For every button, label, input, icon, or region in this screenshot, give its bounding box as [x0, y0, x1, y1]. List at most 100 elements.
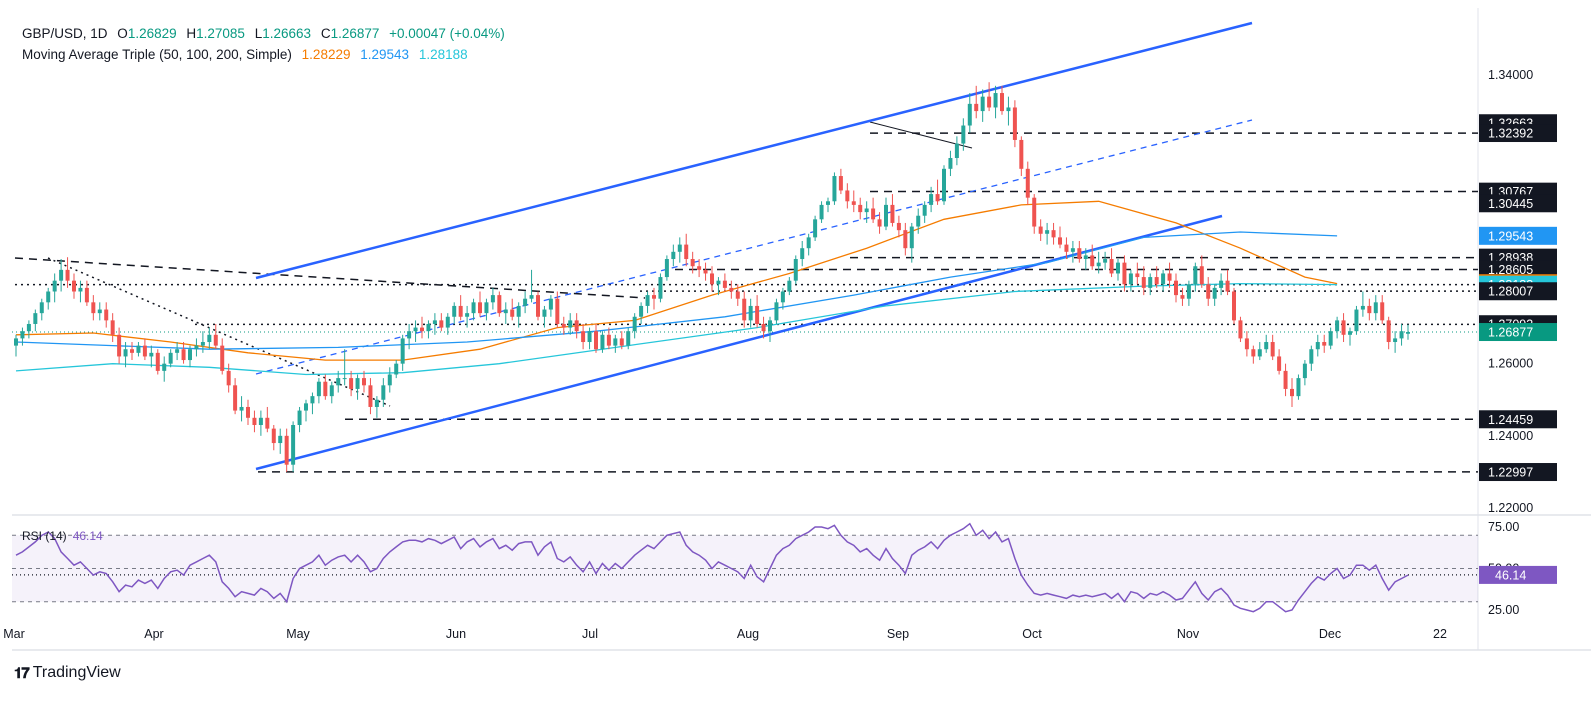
candle-body	[1193, 266, 1198, 285]
candle-body	[1045, 230, 1050, 234]
candle-body	[1244, 338, 1249, 350]
candle-body	[26, 323, 31, 332]
price-tick-label: 1.24000	[1488, 429, 1533, 443]
ohlc-high: H1.27085	[186, 26, 245, 41]
ohlc-low-value: 1.26663	[262, 26, 312, 41]
candle-body	[993, 93, 998, 108]
candle-body	[677, 244, 682, 252]
candle-body	[84, 287, 89, 303]
candle-body	[1025, 168, 1030, 198]
candle-body	[413, 327, 418, 332]
candle-body	[181, 349, 186, 361]
time-tick-label: Mar	[3, 627, 25, 641]
candle-body	[1141, 277, 1146, 288]
candle-body	[155, 352, 160, 371]
candle-body	[239, 406, 244, 411]
candle-body	[1186, 284, 1191, 299]
candle-body	[91, 302, 96, 314]
price-level-badge	[1479, 323, 1557, 342]
candle-body	[297, 410, 302, 426]
ohlc-close-value: 1.26877	[330, 26, 380, 41]
candle-body	[819, 204, 824, 220]
candle-body	[1386, 320, 1391, 343]
price-level-label: 1.28605	[1488, 263, 1533, 277]
time-tick-label: Nov	[1177, 627, 1200, 641]
candle-body	[1058, 237, 1062, 245]
time-tick-label: Dec	[1319, 627, 1341, 641]
candle-body	[800, 248, 805, 260]
candle-body	[258, 417, 263, 426]
ohlc-high-value: 1.27085	[196, 26, 245, 41]
candle-body	[323, 381, 328, 397]
candle-body	[697, 266, 702, 270]
candle-body	[265, 417, 270, 429]
candle-body	[1335, 320, 1340, 332]
candle-body	[400, 338, 405, 364]
candle-body	[278, 435, 283, 444]
candle-body	[394, 363, 399, 375]
candle-body	[806, 237, 811, 249]
candle-body	[439, 320, 444, 328]
candle-body	[1406, 332, 1410, 334]
candle-body	[1212, 287, 1217, 299]
symbol-header: GBP/USD, 1D O1.26829 H1.27085 L1.26663 C…	[22, 26, 511, 41]
candle-body	[581, 331, 586, 343]
ma-legend[interactable]: Moving Average Triple (50, 100, 200, Sim…	[22, 47, 474, 62]
candle-body	[33, 313, 38, 324]
candle-body	[497, 295, 502, 314]
candle-body	[510, 309, 515, 317]
rsi-pane[interactable]	[12, 522, 1478, 613]
candle-body	[426, 323, 431, 332]
candle-body	[233, 385, 238, 411]
candle-body	[213, 334, 218, 346]
candle-body	[1116, 262, 1120, 274]
candle-body	[1083, 255, 1088, 260]
candle-body	[954, 143, 959, 158]
candle-body	[1174, 280, 1178, 296]
candle-body	[342, 378, 347, 380]
candle-body	[884, 204, 888, 227]
main-price-pane[interactable]	[12, 8, 1591, 651]
candle-body	[175, 349, 180, 353]
candle-body	[1283, 370, 1288, 389]
candle-body	[1000, 93, 1004, 112]
candle-body	[316, 381, 321, 397]
candle-body	[548, 298, 553, 310]
candle-body	[65, 269, 70, 281]
candle-body	[890, 204, 895, 223]
candle-body	[1070, 248, 1075, 252]
rsi-tick-label: 75.00	[1488, 520, 1519, 534]
candle-body	[555, 298, 560, 324]
candle-body	[136, 345, 141, 353]
candle-body	[587, 331, 592, 343]
candle-body	[1077, 248, 1082, 260]
candle-body	[46, 291, 51, 303]
price-axis[interactable]: 1.340001.260001.240001.220001.326631.323…	[3, 68, 1557, 641]
candle-body	[310, 396, 315, 404]
candle-body	[684, 244, 689, 260]
candle-body	[220, 345, 225, 371]
price-level-label: 1.22997	[1488, 466, 1533, 480]
time-tick-label: Oct	[1022, 627, 1042, 641]
ohlc-low: L1.26663	[254, 26, 312, 41]
candle-body	[967, 103, 972, 126]
candle-body	[1232, 291, 1236, 321]
candle-body	[1135, 273, 1140, 278]
candle-body	[52, 280, 57, 292]
candle-body	[291, 425, 296, 465]
candle-body	[1038, 226, 1043, 234]
candle-body	[909, 226, 914, 249]
candle-body	[690, 259, 695, 267]
ohlc-open-value: 1.26829	[127, 26, 177, 41]
candle-body	[271, 428, 276, 444]
candle-body	[935, 194, 940, 202]
rsi-legend-value: 46.14	[72, 529, 103, 543]
candle-body	[710, 273, 714, 285]
candle-body	[845, 190, 850, 202]
rsi-legend[interactable]: RSI (14) 46.14	[22, 529, 103, 543]
candle-body	[349, 378, 354, 389]
candle-body	[72, 280, 76, 292]
tradingview-brand[interactable]: 𝟏𝟕 TradingView	[14, 664, 121, 682]
channel-upper-line	[255, 21, 1253, 280]
